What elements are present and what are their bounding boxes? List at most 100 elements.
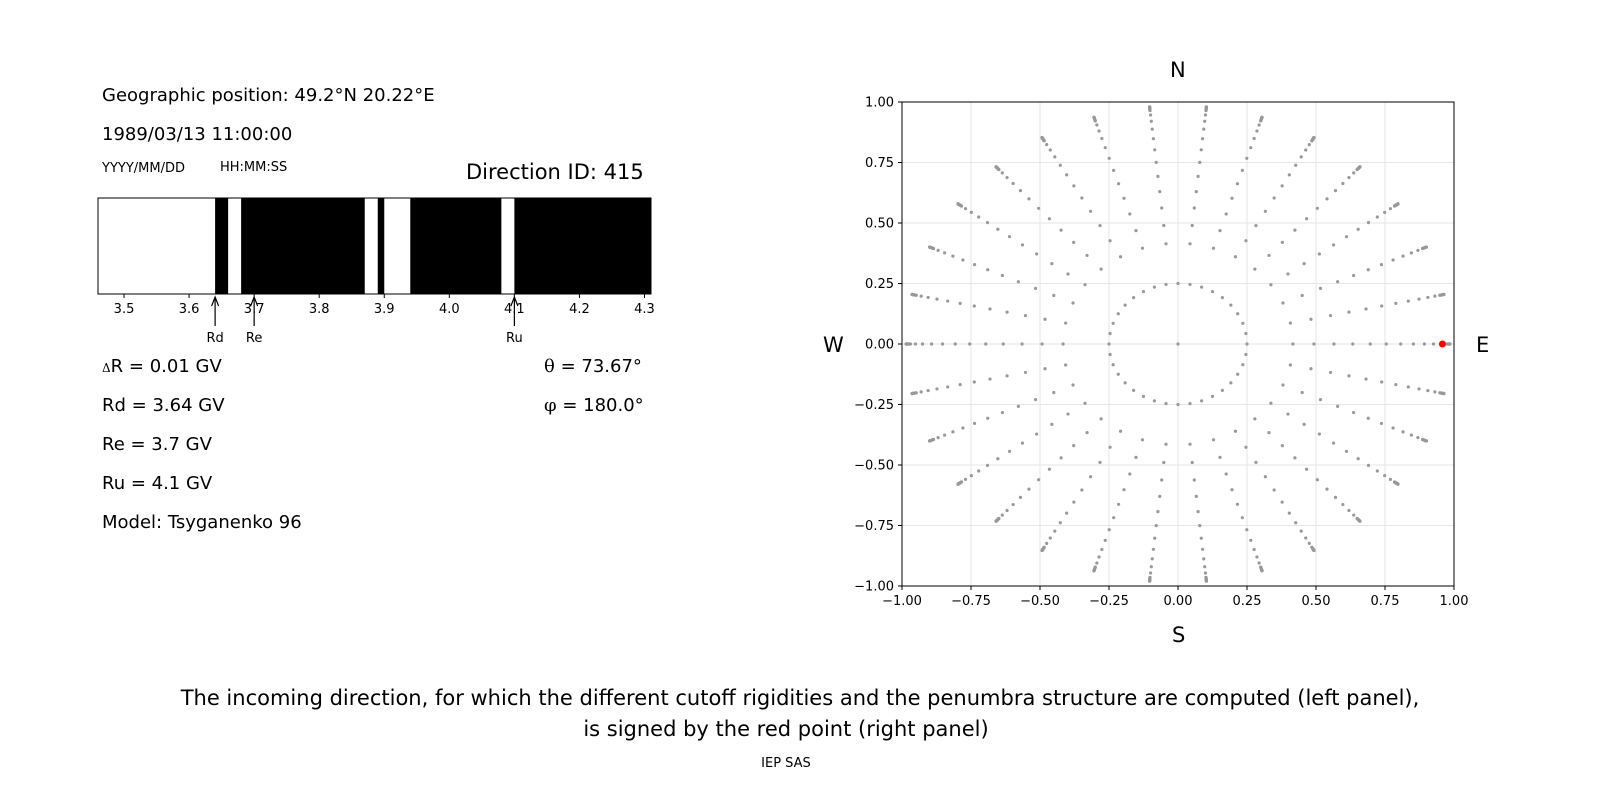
- direction-point: [1287, 173, 1291, 177]
- direction-point: [1364, 307, 1368, 311]
- direction-point: [1035, 432, 1039, 436]
- direction-point: [1116, 502, 1121, 506]
- direction-point: [1065, 173, 1069, 177]
- direction-point: [943, 433, 947, 437]
- direction-point: [1211, 246, 1216, 250]
- direction-point: [1288, 321, 1292, 325]
- direction-point: [1401, 254, 1405, 258]
- direction-point: [1245, 528, 1249, 532]
- x-tick-label: 1.00: [1440, 594, 1469, 609]
- theta-value: θ = 73.67°: [544, 356, 642, 377]
- direction-point: [1092, 115, 1096, 119]
- direction-point: [1204, 579, 1209, 583]
- direction-point: [972, 421, 977, 426]
- delta-r-text: R = 0.01 GV: [110, 356, 222, 377]
- date-format-label: YYYY/MM/DD: [102, 161, 185, 176]
- direction-point: [1426, 295, 1430, 300]
- direction-point: [1140, 246, 1145, 250]
- datetime: 1989/03/13 11:00:00: [102, 124, 293, 145]
- direction-point: [1287, 511, 1291, 515]
- direction-point: [1153, 536, 1157, 540]
- direction-point: [1253, 267, 1257, 271]
- direction-point: [977, 215, 981, 219]
- direction-point: [1203, 565, 1207, 569]
- y-tick-label: −0.25: [854, 398, 894, 413]
- direction-point: [1302, 422, 1306, 426]
- marker-label-ru: Ru: [506, 331, 523, 346]
- y-tick-label: 1.00: [865, 96, 894, 111]
- direction-point: [951, 430, 955, 434]
- direction-point: [1304, 148, 1308, 152]
- direction-point: [1066, 412, 1070, 416]
- direction-point: [1065, 511, 1069, 515]
- direction-point: [1442, 292, 1446, 297]
- direction-point: [1107, 156, 1111, 160]
- direction-point: [1416, 248, 1420, 252]
- direction-point: [1097, 555, 1101, 559]
- direction-point: [1016, 280, 1020, 284]
- direction-point: [1050, 422, 1054, 426]
- penumbra-tick-label: 4.2: [569, 302, 590, 317]
- direction-point: [1149, 565, 1153, 569]
- direction-point: [1269, 401, 1273, 405]
- direction-point: [1005, 508, 1009, 513]
- direction-point: [1000, 410, 1004, 415]
- direction-point: [1364, 377, 1368, 381]
- x-tick-label: −0.50: [1020, 594, 1060, 609]
- direction-point: [1307, 142, 1311, 147]
- direction-point: [1352, 171, 1356, 175]
- direction-point: [1406, 385, 1410, 389]
- direction-point: [956, 202, 960, 206]
- direction-point: [1255, 129, 1259, 133]
- marker-label-rd: Rd: [206, 331, 223, 346]
- direction-point: [1007, 235, 1012, 239]
- direction-point: [1293, 456, 1297, 460]
- direction-point: [1148, 113, 1153, 117]
- direction-point: [1433, 294, 1437, 298]
- direction-point: [1280, 184, 1284, 188]
- direction-point: [1083, 401, 1087, 405]
- direction-point: [928, 245, 932, 249]
- direction-point: [1394, 301, 1398, 306]
- direction-point: [996, 457, 1000, 461]
- direction-point: [1202, 127, 1206, 131]
- direction-point: [1244, 331, 1248, 336]
- direction-point: [1406, 299, 1410, 303]
- direction-point: [1128, 472, 1132, 476]
- direction-point: [1027, 197, 1031, 201]
- direction-point: [935, 297, 939, 301]
- compass-north: N: [1170, 58, 1186, 82]
- direction-point: [1196, 510, 1200, 514]
- direction-point: [1154, 524, 1158, 528]
- direction-point: [958, 301, 962, 306]
- direction-point: [1366, 416, 1370, 420]
- direction-point: [1286, 272, 1290, 276]
- direction-id: Direction ID: 415: [466, 160, 644, 184]
- direction-point: [1160, 478, 1164, 482]
- direction-point: [1366, 463, 1371, 467]
- direction-point: [1085, 253, 1089, 258]
- direction-point: [1043, 317, 1047, 321]
- direction-point: [1294, 163, 1298, 167]
- direction-point: [1352, 513, 1356, 517]
- direction-point: [1052, 293, 1056, 298]
- direction-point: [1192, 478, 1196, 482]
- direction-point: [1108, 445, 1112, 449]
- direction-point: [1199, 399, 1204, 403]
- direction-point: [1260, 569, 1264, 573]
- direction-point: [1147, 105, 1152, 109]
- penumbra-frame: [97, 197, 652, 295]
- direction-point: [1347, 175, 1351, 180]
- direction-point: [1260, 115, 1264, 119]
- direction-point: [1281, 383, 1285, 387]
- phi-symbol: φ: [544, 395, 557, 416]
- direction-point: [1020, 342, 1024, 346]
- x-tick-label: 0.00: [1164, 594, 1193, 609]
- direction-point: [936, 248, 940, 252]
- direction-point: [1399, 342, 1403, 346]
- direction-point: [1383, 210, 1387, 214]
- y-tick-label: 0.50: [865, 217, 894, 232]
- direction-point: [996, 227, 1000, 231]
- direction-point: [946, 385, 950, 389]
- direction-point: [1202, 557, 1206, 561]
